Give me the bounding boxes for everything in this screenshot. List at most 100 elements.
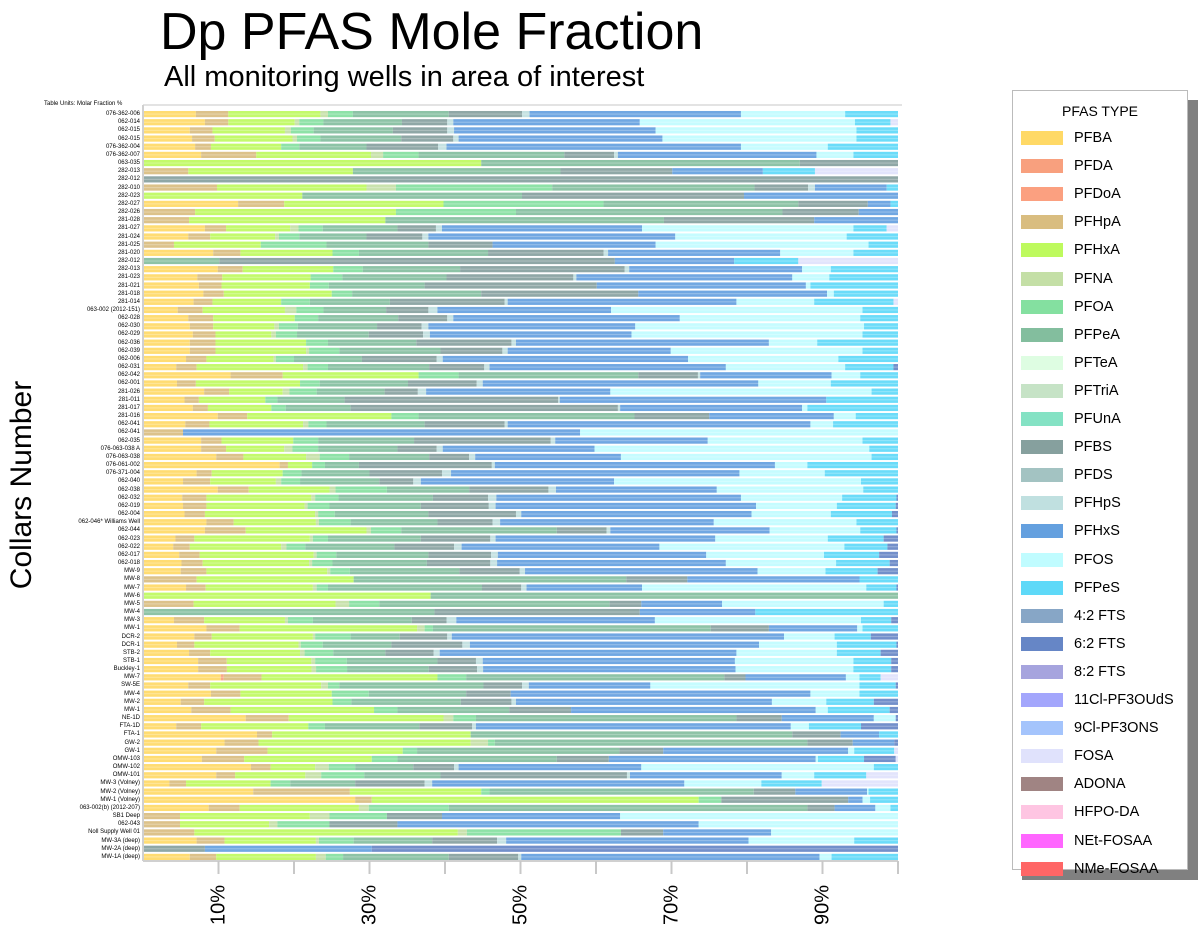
bar-segment-pfhxa: [240, 249, 333, 256]
legend-item: PFDS: [1021, 467, 1113, 483]
well-label: FTA-1D: [119, 723, 140, 730]
bar-segment-pfhxa: [189, 543, 282, 550]
bar-segment-pfba: [143, 453, 217, 461]
bar-highlight: [143, 464, 898, 466]
bar-segment-pfhps: [438, 143, 447, 150]
bar-highlight: [143, 137, 898, 140]
bar-segment-pfna: [284, 445, 293, 452]
bar-segment-pfos: [783, 633, 835, 640]
bar-segment-pfoa: [443, 200, 604, 207]
bar-segment-fosa: [894, 747, 898, 754]
legend-swatch: [1021, 777, 1063, 792]
bar-segment-pfhxs: [507, 298, 737, 305]
bar-highlight: [143, 391, 898, 393]
bar-segment-pfbs: [724, 674, 746, 681]
bar-segment-6-2-fts: [895, 682, 898, 689]
bar-segment-pfoa: [308, 723, 325, 730]
bar-segment-pfpes: [861, 478, 898, 485]
bar-highlight: [143, 554, 898, 556]
bar-segment-pfos: [675, 233, 847, 240]
bar-segment-pfhxs: [426, 388, 611, 395]
well-label: 062-014: [117, 119, 140, 126]
bar-segment-pfbs: [386, 813, 442, 820]
bar-segment-pfhxa: [173, 241, 261, 248]
bar-segment-pfoa: [453, 715, 476, 722]
bar-segment-pfbs: [556, 755, 609, 763]
bar-segment-pfpea: [297, 323, 378, 330]
bar-segment-pfhxs: [608, 249, 781, 256]
legend-item: HFPO-DA: [1021, 804, 1139, 820]
well-label: MW-3: [124, 617, 140, 624]
well-label: 062-006: [117, 355, 140, 362]
bar-segment-pfna: [358, 804, 369, 812]
bar-segment-6-2-fts: [873, 698, 898, 705]
bar-segment-pfhxs: [608, 755, 816, 763]
legend-swatch: [1021, 468, 1063, 483]
bar-segment-pfhxs: [529, 110, 741, 118]
legend-item: PFHpA: [1021, 214, 1121, 230]
bar-segment-fosa: [895, 755, 898, 763]
well-label: 281-021: [117, 282, 140, 289]
bar-segment-6-2-fts: [896, 527, 898, 534]
legend-swatch: [1021, 131, 1063, 145]
bar-segment-pfpes: [814, 772, 867, 779]
bar-highlight: [143, 317, 898, 319]
bar-segment-fosa: [814, 168, 898, 175]
bar-segment-pfhps: [492, 519, 501, 526]
legend-swatch: [1021, 552, 1063, 567]
bar-segment-pfhxa: [215, 331, 272, 338]
bar-segment-pfhpa: [143, 813, 180, 820]
bar-segment-pfhxs: [461, 543, 660, 550]
bar-highlight: [143, 725, 898, 727]
bar-segment-pfhps: [614, 151, 618, 158]
bar-segment-pfna: [321, 682, 328, 689]
legend-label: PFHxA: [1074, 242, 1120, 259]
bar-segment-pfos: [875, 804, 891, 812]
bar-segment-pfhxs: [700, 372, 832, 379]
bar-segment-pfhxs: [638, 290, 828, 297]
legend-swatch: [1021, 664, 1063, 679]
bar-segment-pfos: [802, 266, 831, 273]
bar-segment-pfhxa: [210, 233, 276, 240]
bar-segment-pfbs: [459, 568, 520, 575]
bar-segment-pfpea: [143, 608, 435, 616]
bar-segment-pfpes: [830, 510, 892, 518]
well-label: MW-2: [124, 698, 140, 705]
bar-segment-pfhpa: [193, 298, 213, 305]
bar-highlight: [143, 717, 898, 719]
bar-segment-pfhxa: [282, 372, 419, 379]
bar-segment-pfbs: [469, 486, 549, 493]
bar-segment-pfbs: [448, 853, 519, 861]
bar-segment-pfpes: [807, 461, 898, 469]
bar-segment-pfbs: [361, 355, 437, 363]
bar-segment-pfoa: [275, 331, 298, 338]
bar-segment-pfoa: [307, 364, 328, 371]
well-label: 282-027: [117, 200, 140, 207]
bar-segment-pfhpa: [204, 388, 230, 395]
bar-segment-pfhxa: [228, 110, 321, 118]
bar-segment-pfna: [284, 306, 297, 314]
bar-segment-pfhpa: [189, 649, 211, 656]
bar-segment-pfhpa: [189, 127, 213, 134]
well-label: MW-6: [124, 592, 140, 599]
bar-segment-pfos: [610, 388, 872, 395]
bar-segment-pfos: [635, 323, 865, 330]
bar-segment-pfpea: [327, 364, 430, 371]
bar-segment-pfhxa: [221, 437, 294, 444]
well-label: 282-023: [117, 192, 140, 199]
bar-segment-pfpea: [328, 282, 425, 289]
bar-segment-pfpea: [318, 437, 415, 444]
well-label: 281-026: [117, 388, 140, 395]
bar-segment-pfbs: [358, 461, 492, 469]
bar-segment-pfos: [736, 649, 837, 656]
bar-segment-pfhpa: [206, 625, 240, 632]
bar-segment-pfpes: [853, 657, 892, 665]
bar-segment-pfhxa: [215, 347, 307, 354]
bar-segment-pfbs: [391, 641, 463, 648]
bar-segment-pfos: [757, 568, 826, 575]
bar-segment-pfba: [143, 690, 211, 697]
well-label: 076-063-038: [105, 453, 140, 460]
bar-segment-pfhxs: [641, 600, 723, 607]
bar-segment-pfna: [304, 502, 308, 510]
bar-segment-pfhxa: [215, 339, 307, 346]
